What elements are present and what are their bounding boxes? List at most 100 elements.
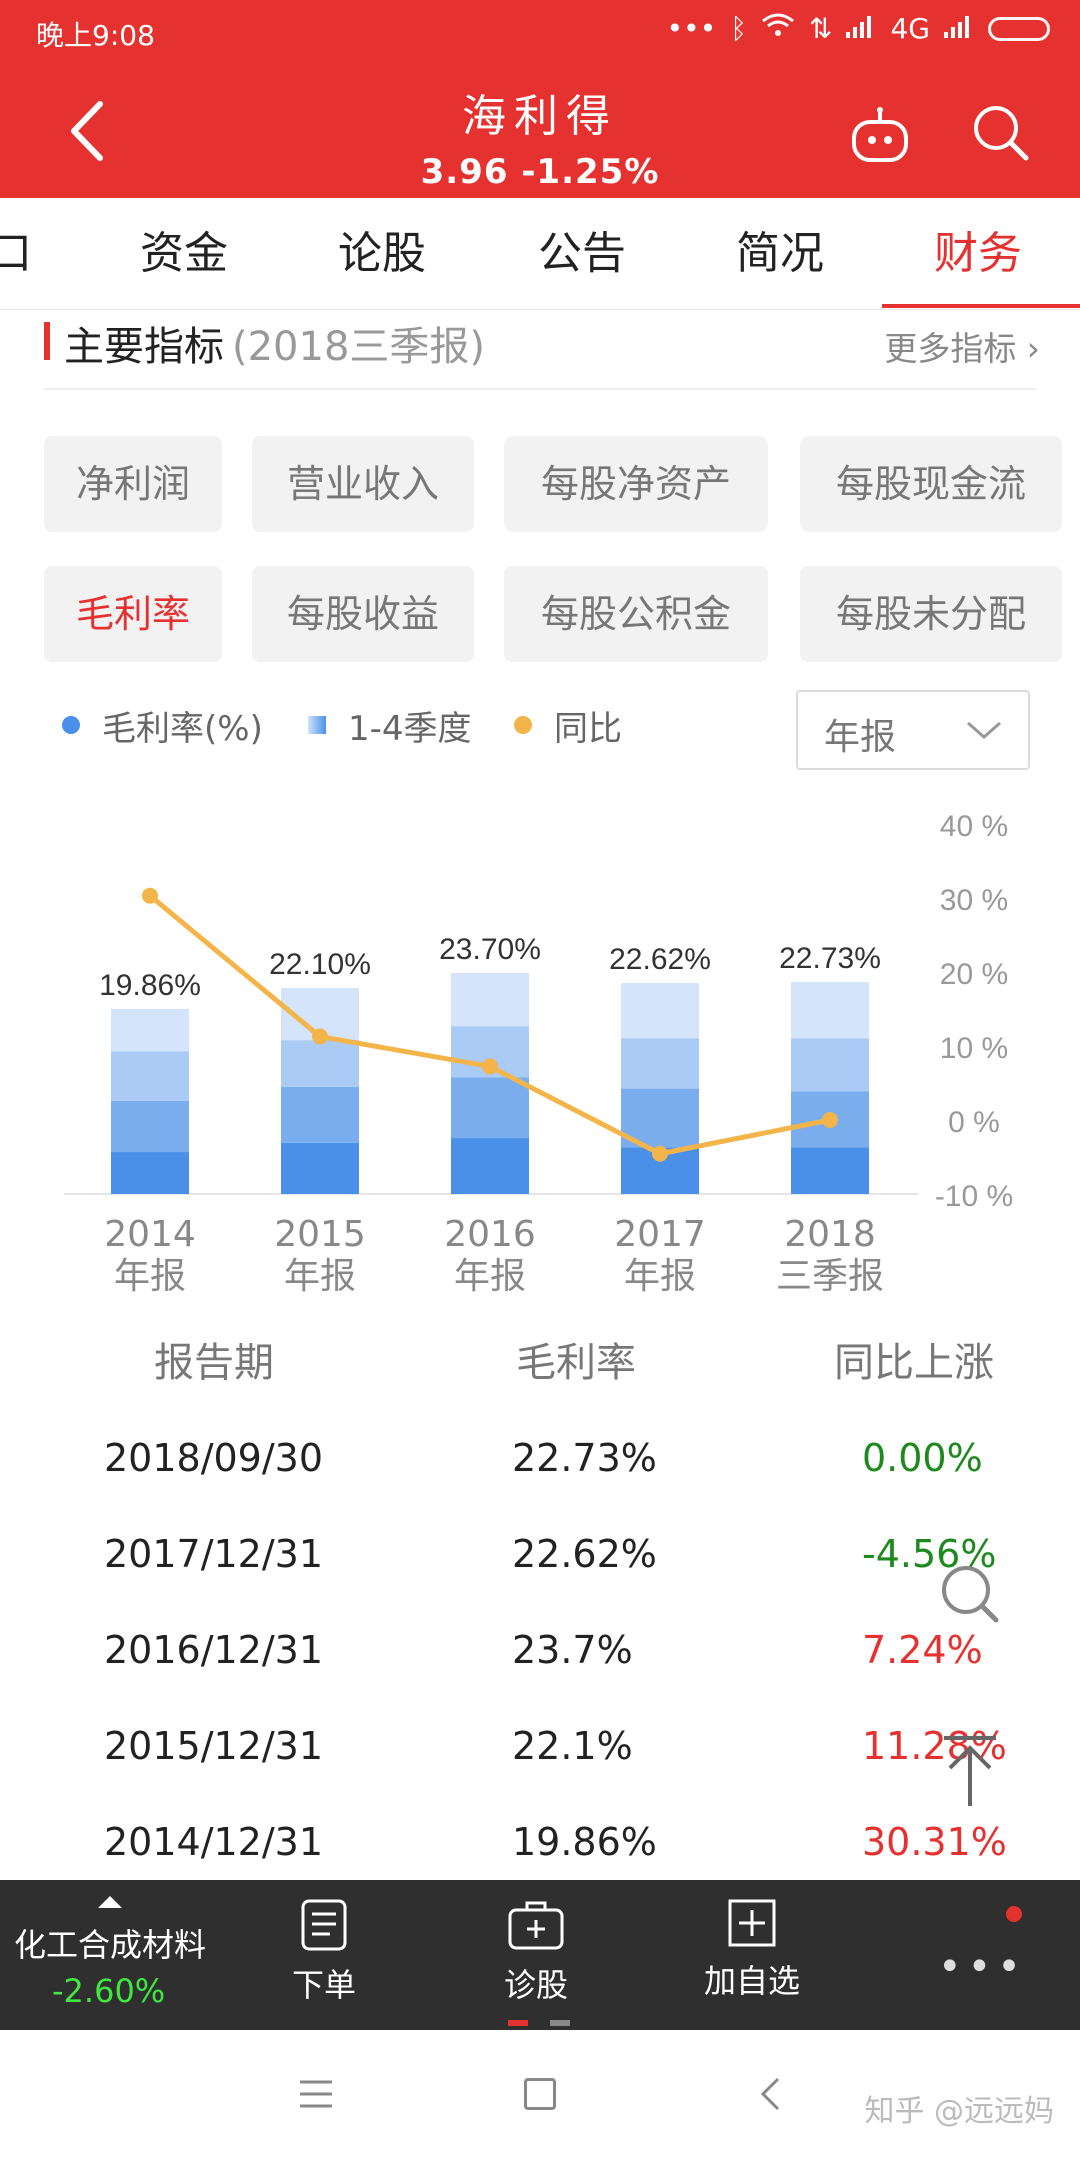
bar-segment <box>111 1100 189 1153</box>
x-axis-category-label: 2018 <box>784 1214 876 1255</box>
bar-segment <box>111 1051 189 1101</box>
bar-value-label: 22.73% <box>779 942 881 975</box>
bar-value-label: 23.70% <box>439 933 541 966</box>
robot-icon <box>852 107 908 162</box>
battery-icon <box>988 16 1050 41</box>
chip-cashflow-per-share[interactable]: 每股现金流 <box>800 436 1062 532</box>
bar-segment <box>451 1077 529 1139</box>
chip-nav-per-share[interactable]: 每股净资产 <box>504 436 768 532</box>
home-icon[interactable] <box>524 2078 556 2110</box>
tab-funds[interactable]: 资金 <box>140 228 228 279</box>
cell-gross-margin: 22.1% <box>512 1724 633 1768</box>
tab-financials[interactable]: 财务 <box>934 228 1022 279</box>
bar-segment <box>281 1086 359 1143</box>
tab-partial[interactable]: 口 <box>0 228 32 279</box>
yoy-point <box>312 1028 328 1045</box>
cell-report-date: 2016/12/31 <box>104 1628 324 1672</box>
period-dropdown[interactable]: 年报 <box>796 690 1030 770</box>
chip-undistributed-profit[interactable]: 每股未分配 <box>800 566 1062 662</box>
yoy-point <box>482 1058 498 1075</box>
cell-yoy-change: 7.24% <box>862 1628 983 1672</box>
data-transfer-icon: ⇅ <box>809 12 833 45</box>
sector-name[interactable]: 化工合成材料 <box>14 1926 207 1964</box>
bluetooth-icon: ᛒ <box>730 12 748 45</box>
stock-price-change: 3.96 -1.25% <box>420 152 660 192</box>
chip-revenue[interactable]: 营业收入 <box>252 436 474 532</box>
y-axis-tick-label: 20 % <box>940 958 1008 991</box>
tab-announcements[interactable]: 公告 <box>538 228 626 279</box>
cell-gross-margin: 23.7% <box>512 1628 633 1672</box>
section-accent-bar <box>44 322 50 360</box>
cell-report-date: 2015/12/31 <box>104 1724 324 1768</box>
header-yoy-change: 同比上涨 <box>834 1340 994 1386</box>
x-axis-category-label: 年报 <box>114 1256 186 1297</box>
system-back-icon[interactable] <box>758 2076 782 2112</box>
header-report-period: 报告期 <box>154 1340 274 1386</box>
tab-discussion[interactable]: 论股 <box>338 228 426 279</box>
header-gross-margin: 毛利率 <box>516 1340 636 1386</box>
bar-segment <box>111 1152 189 1194</box>
floating-search-button[interactable] <box>934 1560 1004 1630</box>
tab-profile[interactable]: 简况 <box>736 228 824 279</box>
diagnose-button[interactable]: 诊股 <box>466 1898 606 2006</box>
order-button[interactable]: 下单 <box>254 1898 394 2006</box>
cell-yoy-change: 30.31% <box>862 1820 1007 1864</box>
bar-value-label: 19.86% <box>99 969 201 1002</box>
stock-title: 海利得 3.96 -1.25% <box>290 80 790 192</box>
more-indicators-link[interactable]: 更多指标 › <box>884 329 1040 368</box>
menu-icon[interactable] <box>298 2078 334 2110</box>
bar-value-label: 22.62% <box>609 943 711 976</box>
divider <box>44 388 1036 390</box>
robot-assistant-button[interactable] <box>848 106 912 166</box>
cell-gross-margin: 22.62% <box>512 1532 657 1576</box>
y-axis-tick-label: 10 % <box>940 1032 1008 1065</box>
legend-label: 1-4季度 <box>348 708 472 749</box>
chip-capital-reserve[interactable]: 每股公积金 <box>504 566 768 662</box>
more-menu-icon[interactable]: ••• <box>938 1944 1027 1990</box>
signal-icon-2 <box>944 12 974 45</box>
back-to-top-button[interactable] <box>940 1734 1000 1810</box>
bar-segment <box>451 1138 529 1194</box>
bar-segment <box>621 983 699 1039</box>
period-dropdown-value: 年报 <box>824 717 897 758</box>
cell-report-date: 2017/12/31 <box>104 1532 324 1576</box>
x-axis-category-label: 年报 <box>454 1256 526 1297</box>
add-box-icon <box>728 1899 776 1947</box>
tab-bar: 口 资金 论股 公告 简况 财务 <box>0 198 1080 310</box>
clock: 晚上9:08 <box>36 19 155 52</box>
legend-label: 同比 <box>554 708 622 749</box>
cell-yoy-change: 0.00% <box>862 1436 983 1480</box>
watermark-text: 知乎 @远远妈 <box>864 2094 1054 2129</box>
bar-segment <box>621 1038 699 1089</box>
order-label: 下单 <box>291 1966 356 2004</box>
search-button[interactable] <box>970 102 1032 164</box>
chip-gross-margin[interactable]: 毛利率 <box>44 566 222 662</box>
signal-icon <box>846 12 876 45</box>
add-watchlist-label: 加自选 <box>703 1962 800 2000</box>
active-tab-indicator <box>882 304 1080 308</box>
arrow-up-icon <box>944 1736 996 1806</box>
diagnose-label: 诊股 <box>503 1966 568 2004</box>
stock-name: 海利得 <box>462 91 618 142</box>
page-indicator-active <box>508 2020 528 2026</box>
x-axis-category-label: 三季报 <box>776 1256 884 1297</box>
search-icon <box>942 1566 999 1623</box>
cell-gross-margin: 22.73% <box>512 1436 657 1480</box>
y-axis-tick-label: 0 % <box>948 1106 1000 1139</box>
chip-eps[interactable]: 每股收益 <box>252 566 474 662</box>
network-type: 4G <box>890 12 930 45</box>
status-bar: 晚上9:08 ••• ᛒ ⇅ 4G <box>0 0 1080 66</box>
bar-segment <box>791 1147 869 1194</box>
legend-dot-blue <box>62 716 80 734</box>
chip-net-profit[interactable]: 净利润 <box>44 436 222 532</box>
bar-segment <box>281 1142 359 1194</box>
gross-margin-chart: 40 %30 %20 %10 %0 %-10 %19.86%2014年报22.1… <box>64 810 1013 1297</box>
back-button[interactable] <box>60 96 120 166</box>
legend-yoy: 同比 <box>514 700 622 750</box>
cell-report-date: 2014/12/31 <box>104 1820 324 1864</box>
section-period: (2018三季报) <box>232 324 486 370</box>
add-watchlist-button[interactable]: 加自选 <box>682 1898 822 2002</box>
y-axis-tick-label: 30 % <box>940 884 1008 917</box>
page-indicator-inactive <box>550 2020 570 2026</box>
